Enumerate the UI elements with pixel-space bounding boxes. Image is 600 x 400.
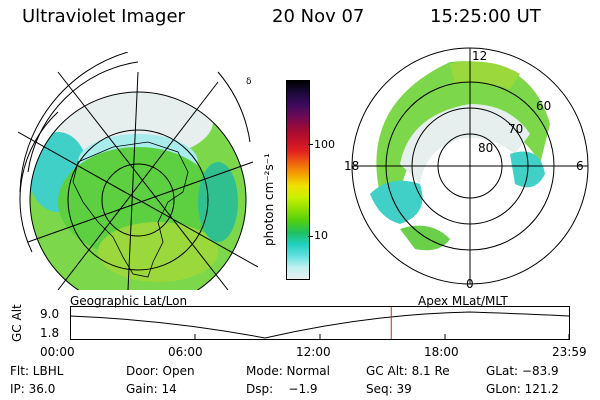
info-dsp: Dsp: −1.9 bbox=[246, 382, 318, 396]
magnetic-map-label: Apex MLat/MLT bbox=[418, 294, 508, 308]
info-glat: GLat: −83.9 bbox=[486, 364, 559, 378]
map-outer-arcs bbox=[19, 52, 251, 253]
info-door: Door: Open bbox=[126, 364, 195, 378]
info-mode: Mode: Normal bbox=[246, 364, 330, 378]
altitude-plot bbox=[70, 306, 570, 340]
mlt-label-18: 18 bbox=[344, 159, 359, 173]
altitude-tick-high: 9.0 bbox=[40, 307, 60, 321]
aurora-image-left bbox=[30, 92, 246, 290]
magnetic-map: 12 18 6 0 60 70 80 bbox=[344, 47, 589, 291]
info-seq: Seq: 39 bbox=[366, 382, 412, 396]
mlt-label-0: 0 bbox=[466, 277, 474, 291]
map-tick-mark: δ bbox=[246, 77, 252, 87]
colorbar-unit-label: photon cm⁻²s⁻¹ bbox=[262, 153, 276, 246]
mlat-label-60: 60 bbox=[536, 99, 551, 113]
geographic-map: δ bbox=[18, 52, 258, 290]
mlt-label-12: 12 bbox=[472, 49, 487, 63]
time-tick-0000: 00:00 bbox=[40, 345, 75, 359]
info-ip: IP: 36.0 bbox=[10, 382, 56, 396]
info-gain: Gain: 14 bbox=[126, 382, 177, 396]
altitude-axis-label: GC Alt bbox=[10, 304, 24, 342]
instrument-title: Ultraviolet Imager bbox=[22, 6, 185, 27]
mlt-label-6: 6 bbox=[576, 159, 584, 173]
colorbar bbox=[286, 80, 310, 280]
mlat-label-70: 70 bbox=[508, 122, 523, 136]
info-flt: Flt: LBHL bbox=[10, 364, 64, 378]
time-tick-1800: 18:00 bbox=[424, 345, 459, 359]
geographic-map-label: Geographic Lat/Lon bbox=[70, 294, 188, 308]
map-grid bbox=[18, 71, 258, 290]
altitude-tick-low: 1.8 bbox=[40, 326, 60, 340]
time-tick-2359: 23:59 bbox=[552, 345, 587, 359]
colorbar-label-100: 100 bbox=[314, 138, 335, 151]
time-tick-1200: 12:00 bbox=[296, 345, 331, 359]
mlat-grid bbox=[351, 47, 589, 285]
time-label: 15:25:00 UT bbox=[430, 6, 541, 27]
altitude-x-ticks bbox=[70, 334, 570, 339]
info-gc-alt: GC Alt: 8.1 Re bbox=[366, 364, 450, 378]
mlat-label-80: 80 bbox=[478, 141, 493, 155]
aurora-image-right bbox=[352, 48, 588, 284]
altitude-curve bbox=[70, 311, 570, 339]
info-glon: GLon: 121.2 bbox=[486, 382, 559, 396]
colorbar-tick-10 bbox=[308, 236, 313, 237]
coastline bbox=[72, 141, 189, 278]
colorbar-gradient bbox=[287, 81, 309, 279]
time-tick-0600: 06:00 bbox=[168, 345, 203, 359]
date-label: 20 Nov 07 bbox=[272, 6, 365, 27]
colorbar-label-10: 10 bbox=[314, 229, 328, 242]
colorbar-tick-100 bbox=[308, 144, 313, 145]
